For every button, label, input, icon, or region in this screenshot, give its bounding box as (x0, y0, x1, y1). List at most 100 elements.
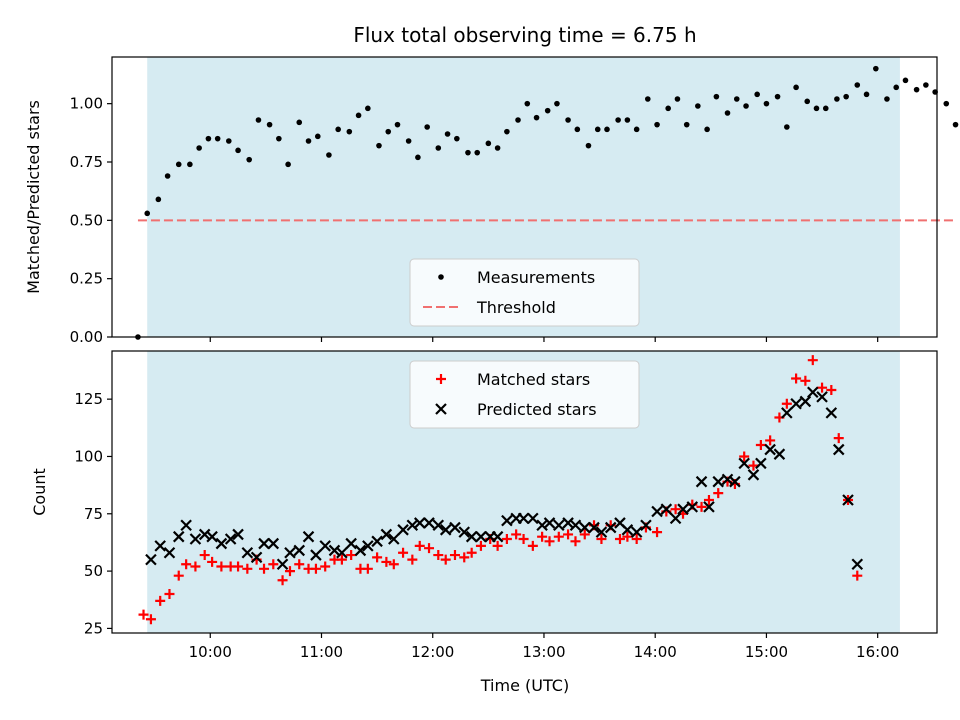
predicted-stars-point (267, 537, 280, 550)
count-y-tick-label: 125 (74, 390, 103, 408)
measurement-point (214, 135, 221, 142)
matched-stars-point (703, 495, 714, 506)
measurement-point (533, 114, 540, 121)
measurement-point (923, 82, 929, 88)
measurement-point (724, 110, 731, 116)
matched-stars-point (216, 561, 227, 572)
legend-matched-stars: Matched stars (477, 370, 590, 389)
predicted-stars-point (432, 519, 445, 532)
legend-predicted-stars: Predicted stars (477, 400, 597, 419)
matched-stars-point (614, 534, 625, 544)
matched-stars-point (449, 550, 460, 561)
predicted-stars-point (517, 512, 530, 525)
matched-stars-point (310, 563, 321, 574)
predicted-stars-point (189, 533, 202, 545)
measurement-point (454, 135, 460, 142)
predicted-stars-point (660, 503, 673, 515)
predicted-stars-point (319, 540, 331, 552)
matched-stars-point (739, 451, 750, 462)
predicted-stars-point (206, 530, 218, 543)
matched-stars-point (501, 534, 512, 544)
predicted-stars-point (163, 546, 176, 559)
predicted-stars-point (527, 512, 539, 525)
measurement-point (155, 196, 162, 203)
measurement-point (565, 117, 571, 123)
measurement-point (774, 93, 781, 100)
matched-stars-point (277, 575, 288, 586)
legend-box (409, 258, 640, 327)
matched-stars-point (145, 614, 156, 625)
predicted-stars-point (172, 530, 185, 543)
measurement-point (594, 126, 601, 133)
predicted-stars-point (475, 530, 487, 543)
measurement-point (615, 117, 621, 123)
matched-stars-point (800, 375, 811, 386)
matched-stars-point (362, 563, 373, 574)
predicted-stars-point (380, 528, 393, 541)
matched-stars-point (320, 561, 331, 572)
matched-stars-point (372, 552, 383, 563)
ratio-axes-frame (111, 56, 938, 338)
predicted-stars-point (371, 535, 383, 548)
x-tick-label: 13:00 (522, 643, 565, 661)
predicted-stars-point (501, 514, 513, 527)
matched-stars-point (852, 570, 863, 581)
measurement-point (943, 100, 950, 107)
count-y-ticks: 25 50 75 100 125 (74, 390, 112, 637)
matched-stars-point (826, 384, 837, 395)
measurement-point (743, 103, 749, 109)
legend-threshold: Threshold (476, 298, 556, 317)
measurement-point (394, 121, 401, 128)
x-axis-label: Time (UTC) (480, 676, 569, 695)
matched-stars-point (696, 501, 707, 512)
predicted-stars-point (397, 524, 409, 536)
predicted-stars-point (651, 505, 663, 518)
count-y-tick-label: 25 (84, 619, 103, 637)
predicted-stars-point (569, 519, 582, 532)
measurement-point (913, 86, 920, 93)
measurement-point (305, 138, 312, 144)
measurement-point (654, 121, 660, 128)
matched-stars-point (596, 534, 607, 544)
predicted-stars-point (825, 407, 838, 419)
measurement-point (763, 100, 770, 107)
x-tick-label: 12:00 (411, 643, 454, 661)
measurement-point (296, 119, 303, 126)
predicted-stars-point (543, 517, 556, 529)
measurement-point (713, 93, 720, 100)
predicted-stars-point (640, 519, 652, 532)
measurement-point (633, 126, 640, 133)
matched-stars-point (294, 559, 305, 570)
predicted-stars-point (621, 524, 634, 536)
measurement-point (435, 145, 442, 151)
matched-stars-point (164, 589, 175, 600)
measurement-point (822, 105, 829, 112)
ratio-y-tick-label: 1.00 (70, 95, 103, 113)
predicted-stars-point (799, 395, 812, 408)
measurement-point (873, 65, 879, 72)
predicted-stars-point (180, 519, 192, 532)
matched-stars-point (207, 556, 218, 567)
measurement-point (733, 96, 740, 102)
measurement-point (187, 161, 193, 168)
predicted-stars-point (388, 533, 400, 545)
predicted-stars-point (686, 501, 699, 513)
measurement-point (175, 161, 182, 168)
matched-stars-point (259, 563, 270, 574)
measurement-point (485, 140, 492, 147)
predicted-stars-point (595, 526, 608, 538)
measurement-point (504, 128, 510, 135)
predicted-stars-point (465, 530, 478, 543)
measurement-point (415, 154, 421, 161)
predicted-stars-point (578, 521, 591, 534)
measurement-point (365, 105, 371, 112)
measurement-point (465, 149, 471, 156)
ratio-legend: Measurements Threshold (409, 258, 640, 327)
measurement-point (196, 145, 202, 151)
matched-stars-point (242, 563, 253, 574)
measurement-point (674, 96, 681, 102)
measurement-point (695, 103, 701, 109)
measurement-point (285, 161, 291, 168)
measurement-point (225, 138, 232, 144)
x-tick-label: 10:00 (189, 643, 232, 661)
